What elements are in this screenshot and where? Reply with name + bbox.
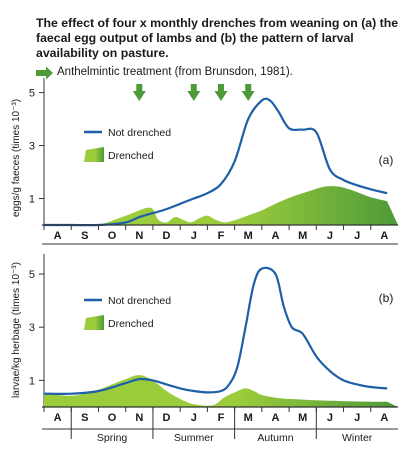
- season-label: Autumn: [257, 432, 293, 444]
- not-drenched-line: [43, 97, 388, 227]
- treatment-arrow-icon: [132, 84, 146, 101]
- treatment-arrow-icon: [214, 84, 228, 101]
- page-title: The effect of four x monthly drenches fr…: [36, 16, 399, 60]
- x-tick-label: N: [135, 412, 143, 424]
- x-tick-label: A: [54, 230, 62, 242]
- x-tick-label: J: [327, 412, 333, 424]
- x-tick-label: S: [81, 412, 88, 424]
- x-tick-label: O: [108, 230, 117, 242]
- x-tick-label: J: [354, 412, 360, 424]
- legend-swatch-drenched: [84, 315, 104, 330]
- x-tick-label: M: [244, 412, 253, 424]
- x-tick-label: D: [163, 230, 171, 242]
- season-label: Spring: [97, 432, 128, 444]
- chart-panel-b: larvae/kg herbage (times 10⁻³) 1 3 5 A S O N D J F…: [11, 254, 398, 444]
- treatment-arrow-icon: [187, 84, 201, 101]
- treatment-arrow-icon: [241, 84, 255, 101]
- x-tick-label: D: [163, 412, 171, 424]
- drenched-area: [44, 375, 398, 407]
- x-tick-label: M: [298, 412, 307, 424]
- panel-label: (b): [379, 291, 394, 305]
- legend-label-drenched: Drenched: [108, 150, 154, 162]
- x-tick-label: M: [298, 230, 307, 242]
- y-tick-label: 5: [29, 88, 35, 100]
- x-tick-label: A: [271, 412, 279, 424]
- drenched-area: [44, 186, 398, 226]
- x-tick-label: J: [354, 230, 360, 242]
- season-label: Winter: [342, 432, 373, 444]
- x-tick-label: N: [135, 230, 143, 242]
- x-tick-label: F: [218, 230, 225, 242]
- y-tick-label: 3: [29, 322, 35, 334]
- x-tick-label: A: [380, 230, 388, 242]
- x-tick-label: J: [191, 230, 197, 242]
- x-tick-label: M: [244, 230, 253, 242]
- x-tick-label: J: [327, 230, 333, 242]
- x-tick-label: A: [54, 412, 62, 424]
- treatment-legend-label: Anthelmintic treatment (from Brunsdon, 1…: [57, 66, 293, 78]
- x-tick-label: S: [81, 230, 88, 242]
- y-tick-label: 1: [29, 375, 35, 387]
- x-tick-label: F: [218, 412, 225, 424]
- x-tick-label: J: [191, 412, 197, 424]
- x-tick-label: A: [271, 230, 279, 242]
- legend-swatch-drenched: [84, 147, 104, 162]
- season-label: Summer: [174, 432, 214, 444]
- not-drenched-line: [43, 266, 388, 395]
- treatment-arrow-icon: [36, 66, 53, 80]
- y-tick-label: 1: [29, 194, 35, 206]
- x-tick-label: A: [380, 412, 388, 424]
- legend-label-not-drenched: Not drenched: [108, 127, 171, 139]
- y-axis-label: larvae/kg herbage (times 10⁻³): [11, 262, 22, 398]
- y-tick-label: 5: [29, 269, 35, 281]
- x-tick-label: O: [108, 412, 117, 424]
- panel-label: (a): [379, 153, 394, 167]
- y-axis-label: eggs/g faeces (times 10⁻³): [11, 99, 22, 217]
- legend-label-not-drenched: Not drenched: [108, 295, 171, 307]
- legend-label-drenched: Drenched: [108, 318, 154, 330]
- chart-panel-a: eggs/g faeces (times 10⁻³) 1 3 5 A S O N D J F M A M J…: [11, 78, 398, 245]
- y-tick-label: 3: [29, 141, 35, 153]
